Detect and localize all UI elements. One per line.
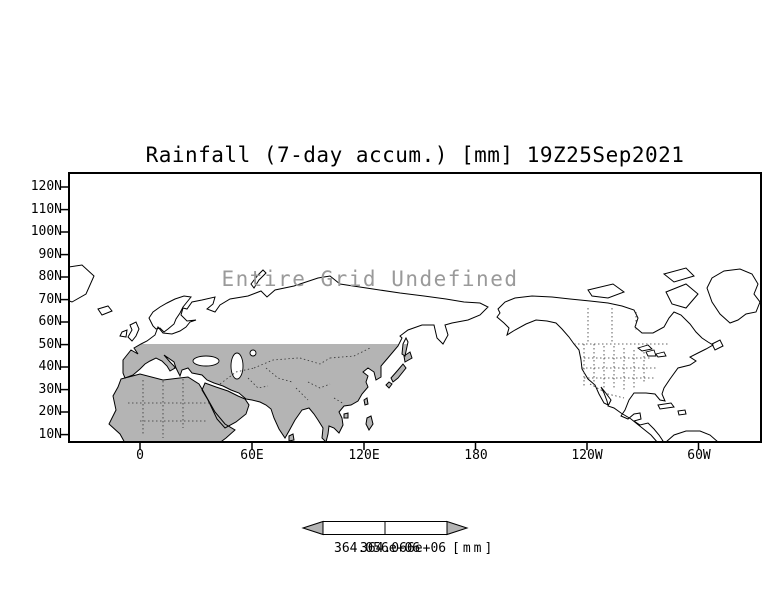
world-map bbox=[61, 172, 762, 450]
y-tick-label: 90N bbox=[38, 247, 62, 262]
x-tick-label: 60E bbox=[240, 448, 264, 463]
x-tick-label: 60W bbox=[687, 448, 711, 463]
colorbar-label-right: 364.066e+06 bbox=[360, 541, 447, 556]
plot-title: Rainfall (7-day accum.) [mm] 19Z25Sep202… bbox=[145, 143, 685, 167]
x-tick-label: 120E bbox=[348, 448, 380, 463]
map-panel bbox=[61, 172, 762, 450]
colorbar-left-arrow bbox=[301, 520, 324, 536]
x-tick-label: 120W bbox=[571, 448, 603, 463]
y-tick-label: 80N bbox=[38, 269, 62, 284]
colorbar-label-left: 364.056e+06 bbox=[334, 541, 421, 556]
political-borders bbox=[128, 308, 668, 438]
colorbar bbox=[300, 520, 470, 540]
y-tick-label: 40N bbox=[38, 359, 62, 374]
colorbar-graphic bbox=[301, 520, 469, 536]
y-tick-label: 70N bbox=[38, 292, 62, 307]
y-tick-label: 20N bbox=[38, 404, 62, 419]
colorbar-cell bbox=[384, 521, 448, 535]
y-tick-label: 60N bbox=[38, 314, 62, 329]
y-tick-label: 50N bbox=[38, 337, 62, 352]
y-tick-label: 30N bbox=[38, 382, 62, 397]
colorbar-unit-label: [mm] bbox=[452, 541, 496, 556]
axis-ticks bbox=[61, 186, 700, 450]
plot-frame bbox=[68, 172, 762, 443]
x-tick-label: 180 bbox=[464, 448, 488, 463]
x-tick-label: 0 bbox=[136, 448, 144, 463]
y-tick-label: 120N bbox=[30, 179, 62, 194]
colorbar-right-arrow bbox=[446, 520, 469, 536]
undefined-grid-message: Entire Grid Undefined bbox=[221, 267, 519, 291]
y-tick-label: 110N bbox=[30, 202, 62, 217]
y-tick-label: 10N bbox=[38, 427, 62, 442]
y-tick-label: 100N bbox=[30, 224, 62, 239]
colorbar-cell bbox=[322, 521, 386, 535]
inland-seas bbox=[192, 344, 667, 380]
